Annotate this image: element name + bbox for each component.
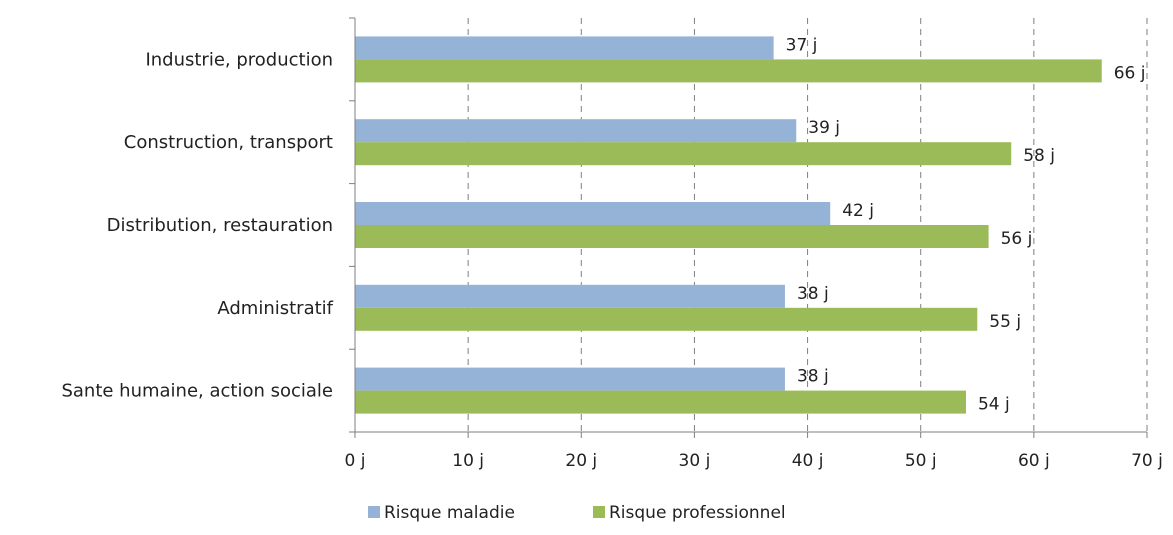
bars bbox=[355, 36, 1102, 414]
category-label: Construction, transport bbox=[124, 132, 333, 153]
x-tick-label: 70 j bbox=[1131, 451, 1163, 471]
x-tick-label: 0 j bbox=[345, 451, 366, 471]
legend-swatch bbox=[593, 506, 605, 518]
x-tick-label: 10 j bbox=[452, 451, 484, 471]
axes bbox=[349, 17, 1148, 438]
data-label: 66 j bbox=[1114, 63, 1146, 83]
bar-risque-maladie bbox=[355, 284, 785, 308]
x-tick-label: 50 j bbox=[905, 451, 937, 471]
data-label: 42 j bbox=[842, 201, 874, 221]
bar-risque-professionnel bbox=[355, 142, 1012, 166]
legend: Risque maladie Risque professionnel bbox=[368, 503, 786, 523]
bar-risque-maladie bbox=[355, 36, 774, 60]
x-tick-label: 20 j bbox=[565, 451, 597, 471]
category-label: Distribution, restauration bbox=[107, 215, 333, 236]
bar-risque-professionnel bbox=[355, 307, 978, 331]
category-label: Administratif bbox=[217, 298, 333, 319]
bar-risque-professionnel bbox=[355, 59, 1102, 83]
legend-swatch bbox=[368, 506, 380, 518]
data-label: 39 j bbox=[808, 118, 840, 138]
legend-label: Risque professionnel bbox=[609, 503, 786, 523]
x-tick-label: 30 j bbox=[679, 451, 711, 471]
data-label: 54 j bbox=[978, 395, 1010, 415]
data-label: 38 j bbox=[797, 284, 829, 304]
data-label: 58 j bbox=[1023, 146, 1055, 166]
data-label: 37 j bbox=[786, 35, 818, 55]
bar-risque-professionnel bbox=[355, 225, 989, 248]
bar-risque-professionnel bbox=[355, 390, 966, 414]
data-label: 38 j bbox=[797, 367, 829, 387]
x-tick-label: 60 j bbox=[1018, 451, 1050, 471]
x-tick-label: 40 j bbox=[792, 451, 824, 471]
bar-risque-maladie bbox=[355, 119, 797, 143]
legend-label: Risque maladie bbox=[384, 503, 515, 523]
category-label: Industrie, production bbox=[145, 49, 333, 70]
gridlines bbox=[467, 18, 1148, 432]
bar-risque-maladie bbox=[355, 367, 785, 391]
category-label: Sante humaine, action sociale bbox=[61, 381, 333, 402]
bar-risque-maladie bbox=[355, 202, 831, 225]
data-label: 55 j bbox=[989, 312, 1021, 332]
data-label: 56 j bbox=[1001, 229, 1033, 249]
labels: 0 j 10 j 20 j 30 j 40 j 50 j 60 j 70 j Industrie… bbox=[61, 35, 1162, 471]
